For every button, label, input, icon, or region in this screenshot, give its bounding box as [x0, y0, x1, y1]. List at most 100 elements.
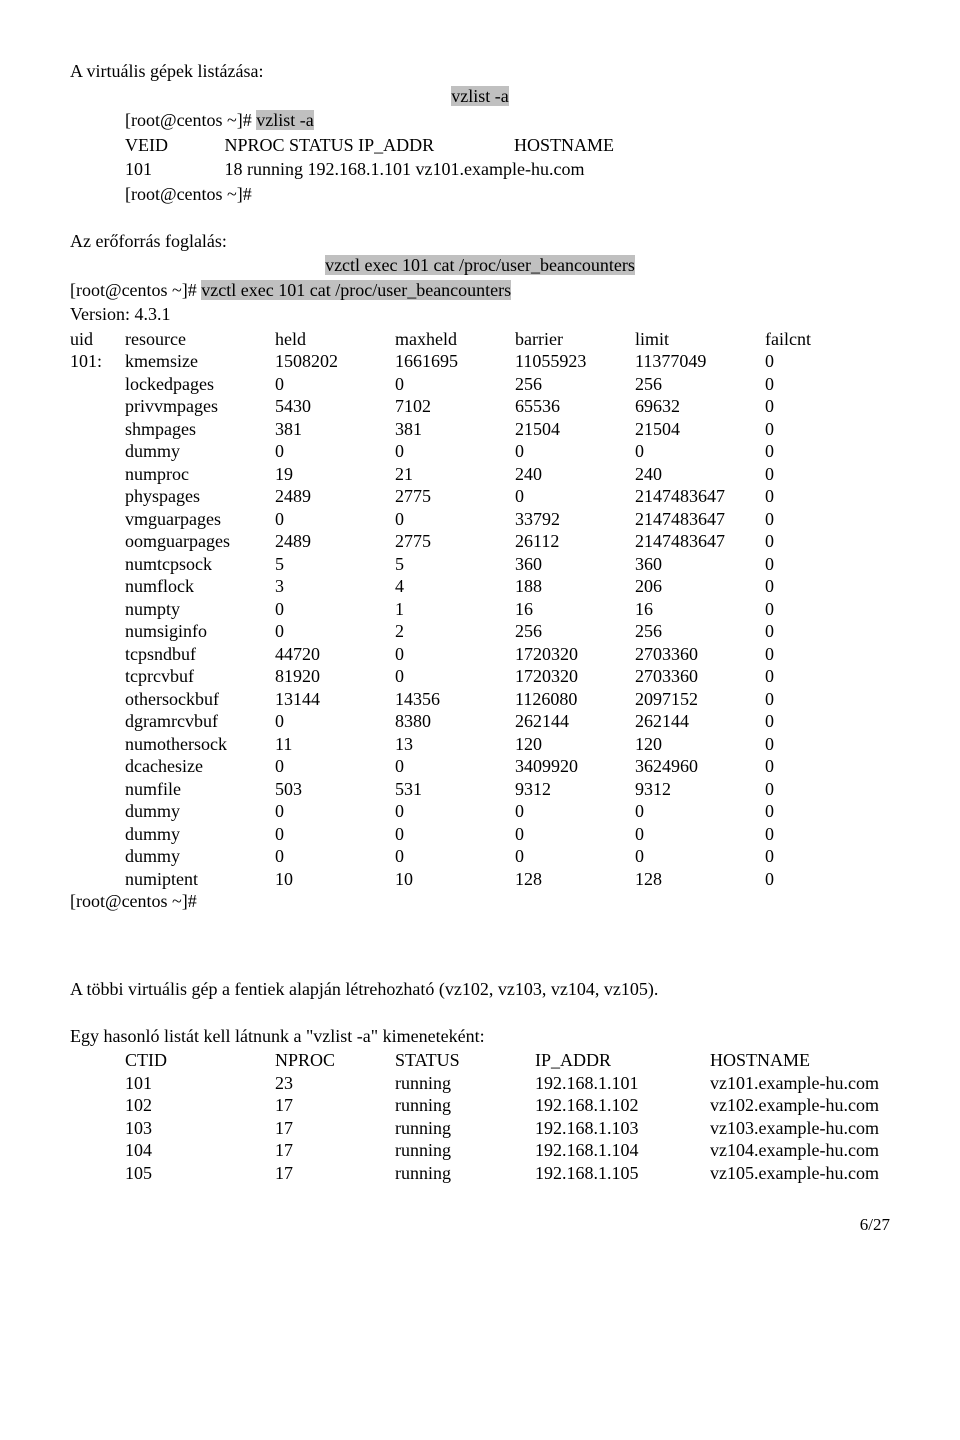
bc-cell: dummy — [125, 800, 275, 823]
ctid-cell: running — [395, 1162, 535, 1185]
bc-cell: 0 — [765, 395, 845, 418]
bc-cell: 1720320 — [515, 643, 635, 666]
ctid-cell: 192.168.1.103 — [535, 1117, 710, 1140]
bc-cell: 2 — [395, 620, 515, 643]
bc-cell: 5 — [395, 553, 515, 576]
bc-cell: dcachesize — [125, 755, 275, 778]
bc-cell: 21504 — [515, 418, 635, 441]
bc-rows-container: 101:kmemsize1508202166169511055923113770… — [70, 350, 890, 890]
ctid-cell: running — [395, 1117, 535, 1140]
bc-cell: 0 — [765, 530, 845, 553]
col-veid: VEID — [125, 134, 220, 157]
bc-cell: 0 — [765, 350, 845, 373]
bc-cell: 0 — [275, 845, 395, 868]
ctid-cell: vz105.example-hu.com — [710, 1162, 890, 1185]
bc-cell: 11377049 — [635, 350, 765, 373]
h-limit: limit — [635, 328, 765, 351]
row-veid: 101 — [125, 158, 220, 181]
section1-cmd-centered: vzlist -a — [70, 85, 890, 108]
bc-cell: 0 — [765, 440, 845, 463]
bc-cell: 33792 — [515, 508, 635, 531]
bc-row: numothersock11131201200 — [70, 733, 890, 756]
bc-row: numfile503531931293120 — [70, 778, 890, 801]
ctid-cell: vz102.example-hu.com — [710, 1094, 890, 1117]
bc-uid-cell — [70, 485, 125, 508]
bc-uid-cell — [70, 440, 125, 463]
bc-cell: 19 — [275, 463, 395, 486]
bc-cell: 0 — [275, 508, 395, 531]
bc-cell: 381 — [275, 418, 395, 441]
bc-cell: 26112 — [515, 530, 635, 553]
bc-uid-cell — [70, 530, 125, 553]
bc-cell: 13 — [395, 733, 515, 756]
bc-cell: 256 — [635, 373, 765, 396]
bc-cell: numsiginfo — [125, 620, 275, 643]
bc-cell: 1720320 — [515, 665, 635, 688]
bc-cell: 3409920 — [515, 755, 635, 778]
bc-cell: dgramrcvbuf — [125, 710, 275, 733]
bc-cell: 120 — [635, 733, 765, 756]
bc-row: dcachesize00340992036249600 — [70, 755, 890, 778]
prompt-cmd-highlight: vzlist -a — [256, 110, 313, 130]
bc-cell: shmpages — [125, 418, 275, 441]
bc-row: oomguarpages248927752611221474836470 — [70, 530, 890, 553]
bc-row: vmguarpages003379221474836470 — [70, 508, 890, 531]
ctid-cell: 101 — [125, 1072, 275, 1095]
bc-cell: 256 — [635, 620, 765, 643]
bc-cell: 44720 — [275, 643, 395, 666]
bc-cell: 4 — [395, 575, 515, 598]
ctid-h3: STATUS — [395, 1049, 535, 1072]
prompt-line-1: [root@centos ~]# vzlist -a — [70, 109, 890, 132]
bc-cell: oomguarpages — [125, 530, 275, 553]
bc-cell: vmguarpages — [125, 508, 275, 531]
bc-row: tcprcvbuf819200172032027033600 — [70, 665, 890, 688]
bc-cell: 2097152 — [635, 688, 765, 711]
bc-cell: 0 — [515, 845, 635, 868]
vzctl-cmd-highlight: vzctl exec 101 cat /proc/user_beancounte… — [325, 255, 635, 275]
bc-cell: 16 — [635, 598, 765, 621]
bc-uid-cell — [70, 598, 125, 621]
bc-cell: 0 — [395, 643, 515, 666]
ctid-rows-container: 10123running192.168.1.101vz101.example-h… — [70, 1072, 890, 1185]
bc-cell: 8380 — [395, 710, 515, 733]
bc-cell: 0 — [395, 823, 515, 846]
bc-uid-cell — [70, 733, 125, 756]
bc-cell: 81920 — [275, 665, 395, 688]
bc-cell: 128 — [635, 868, 765, 891]
bc-cell: 531 — [395, 778, 515, 801]
prompt-cmd-highlight-2: vzctl exec 101 cat /proc/user_beancounte… — [201, 280, 511, 300]
bc-row: privvmpages5430710265536696320 — [70, 395, 890, 418]
ctid-row: 10417running192.168.1.104vz104.example-h… — [70, 1139, 890, 1162]
bc-cell: 10 — [275, 868, 395, 891]
ctid-row: 10123running192.168.1.101vz101.example-h… — [70, 1072, 890, 1095]
bc-cell: 2775 — [395, 530, 515, 553]
bc-cell: 0 — [395, 845, 515, 868]
prompt-line-2: [root@centos ~]# vzctl exec 101 cat /pro… — [70, 279, 890, 302]
bc-uid-cell — [70, 620, 125, 643]
bc-row: dummy00000 — [70, 823, 890, 846]
bc-cell: 0 — [765, 643, 845, 666]
ctid-row: 10317running192.168.1.103vz103.example-h… — [70, 1117, 890, 1140]
bc-cell: 0 — [275, 710, 395, 733]
bc-uid-cell — [70, 418, 125, 441]
bc-cell: 1126080 — [515, 688, 635, 711]
ctid-cell: vz101.example-hu.com — [710, 1072, 890, 1095]
bc-uid-cell — [70, 823, 125, 846]
vzlist-row1: 101 18 running 192.168.1.101 vz101.examp… — [70, 158, 890, 181]
ctid-cell: 103 — [125, 1117, 275, 1140]
section2-title: Az erőforrás foglalás: — [70, 230, 890, 253]
bc-cell: 0 — [765, 485, 845, 508]
bc-uid-cell — [70, 553, 125, 576]
bc-uid-cell — [70, 463, 125, 486]
bc-cell: 240 — [515, 463, 635, 486]
bc-cell: 120 — [515, 733, 635, 756]
ctid-h4: IP_ADDR — [535, 1049, 710, 1072]
bc-cell: numpty — [125, 598, 275, 621]
h-resource: resource — [125, 328, 275, 351]
bc-cell: 0 — [765, 710, 845, 733]
ctid-cell: 192.168.1.102 — [535, 1094, 710, 1117]
bc-row: shmpages38138121504215040 — [70, 418, 890, 441]
bc-cell: 360 — [515, 553, 635, 576]
bc-row: 101:kmemsize1508202166169511055923113770… — [70, 350, 890, 373]
bc-row: numpty0116160 — [70, 598, 890, 621]
